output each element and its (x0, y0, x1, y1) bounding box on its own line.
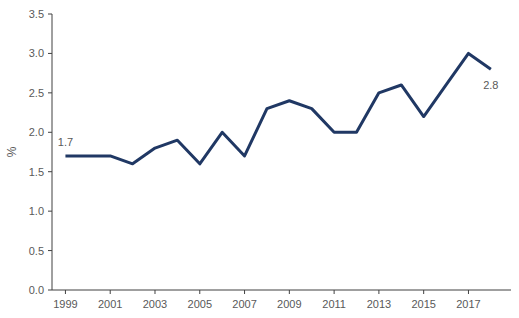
x-tick-label: 1999 (53, 298, 77, 310)
chart-container: 0.0 0.5 1.0 1.5 2.0 2.5 3.0 3.5 1999 2001 2003 2005… (0, 0, 519, 318)
x-tick-label: 2009 (277, 298, 301, 310)
y-tick-label: 2.5 (29, 87, 44, 99)
x-tick-label: 2013 (367, 298, 391, 310)
y-tick-label: 0.5 (29, 245, 44, 257)
series-line (65, 53, 490, 163)
y-tick (48, 250, 52, 251)
y-tick (48, 14, 52, 15)
x-tick (65, 290, 66, 294)
x-tick-label: 2005 (188, 298, 212, 310)
x-axis (52, 290, 511, 291)
chart: 0.0 0.5 1.0 1.5 2.0 2.5 3.0 3.5 1999 2001 2003 2005… (0, 0, 519, 318)
y-tick (48, 290, 52, 291)
x-tick-label: 2011 (322, 298, 346, 310)
y-tick-label: 1.5 (29, 166, 44, 178)
x-tick (199, 290, 200, 294)
x-tick-label: 2003 (143, 298, 167, 310)
x-tick-label: 2015 (411, 298, 435, 310)
x-tick-label: 2017 (456, 298, 480, 310)
x-tick (378, 290, 379, 294)
y-tick (48, 53, 52, 54)
plot-area (65, 53, 490, 163)
x-tick (468, 290, 469, 294)
x-tick-label: 2001 (98, 298, 122, 310)
y-tick-label: 3.0 (29, 47, 44, 59)
y-tick-label: 3.5 (29, 8, 44, 20)
y-axis-label: % (5, 146, 19, 157)
x-tick (423, 290, 424, 294)
y-axis (52, 14, 53, 290)
x-tick (244, 290, 245, 294)
y-tick-label: 2.0 (29, 126, 44, 138)
x-tick (110, 290, 111, 294)
y-tick (48, 132, 52, 133)
y-tick (48, 92, 52, 93)
x-tick (334, 290, 335, 294)
annotation: 2.8 (483, 79, 498, 91)
y-tick (48, 211, 52, 212)
y-tick-label: 0.0 (29, 284, 44, 296)
y-tick (48, 171, 52, 172)
x-tick (289, 290, 290, 294)
y-tick-label: 1.0 (29, 205, 44, 217)
x-tick (154, 290, 155, 294)
x-tick-label: 2007 (232, 298, 256, 310)
annotation: 1.7 (58, 136, 73, 148)
